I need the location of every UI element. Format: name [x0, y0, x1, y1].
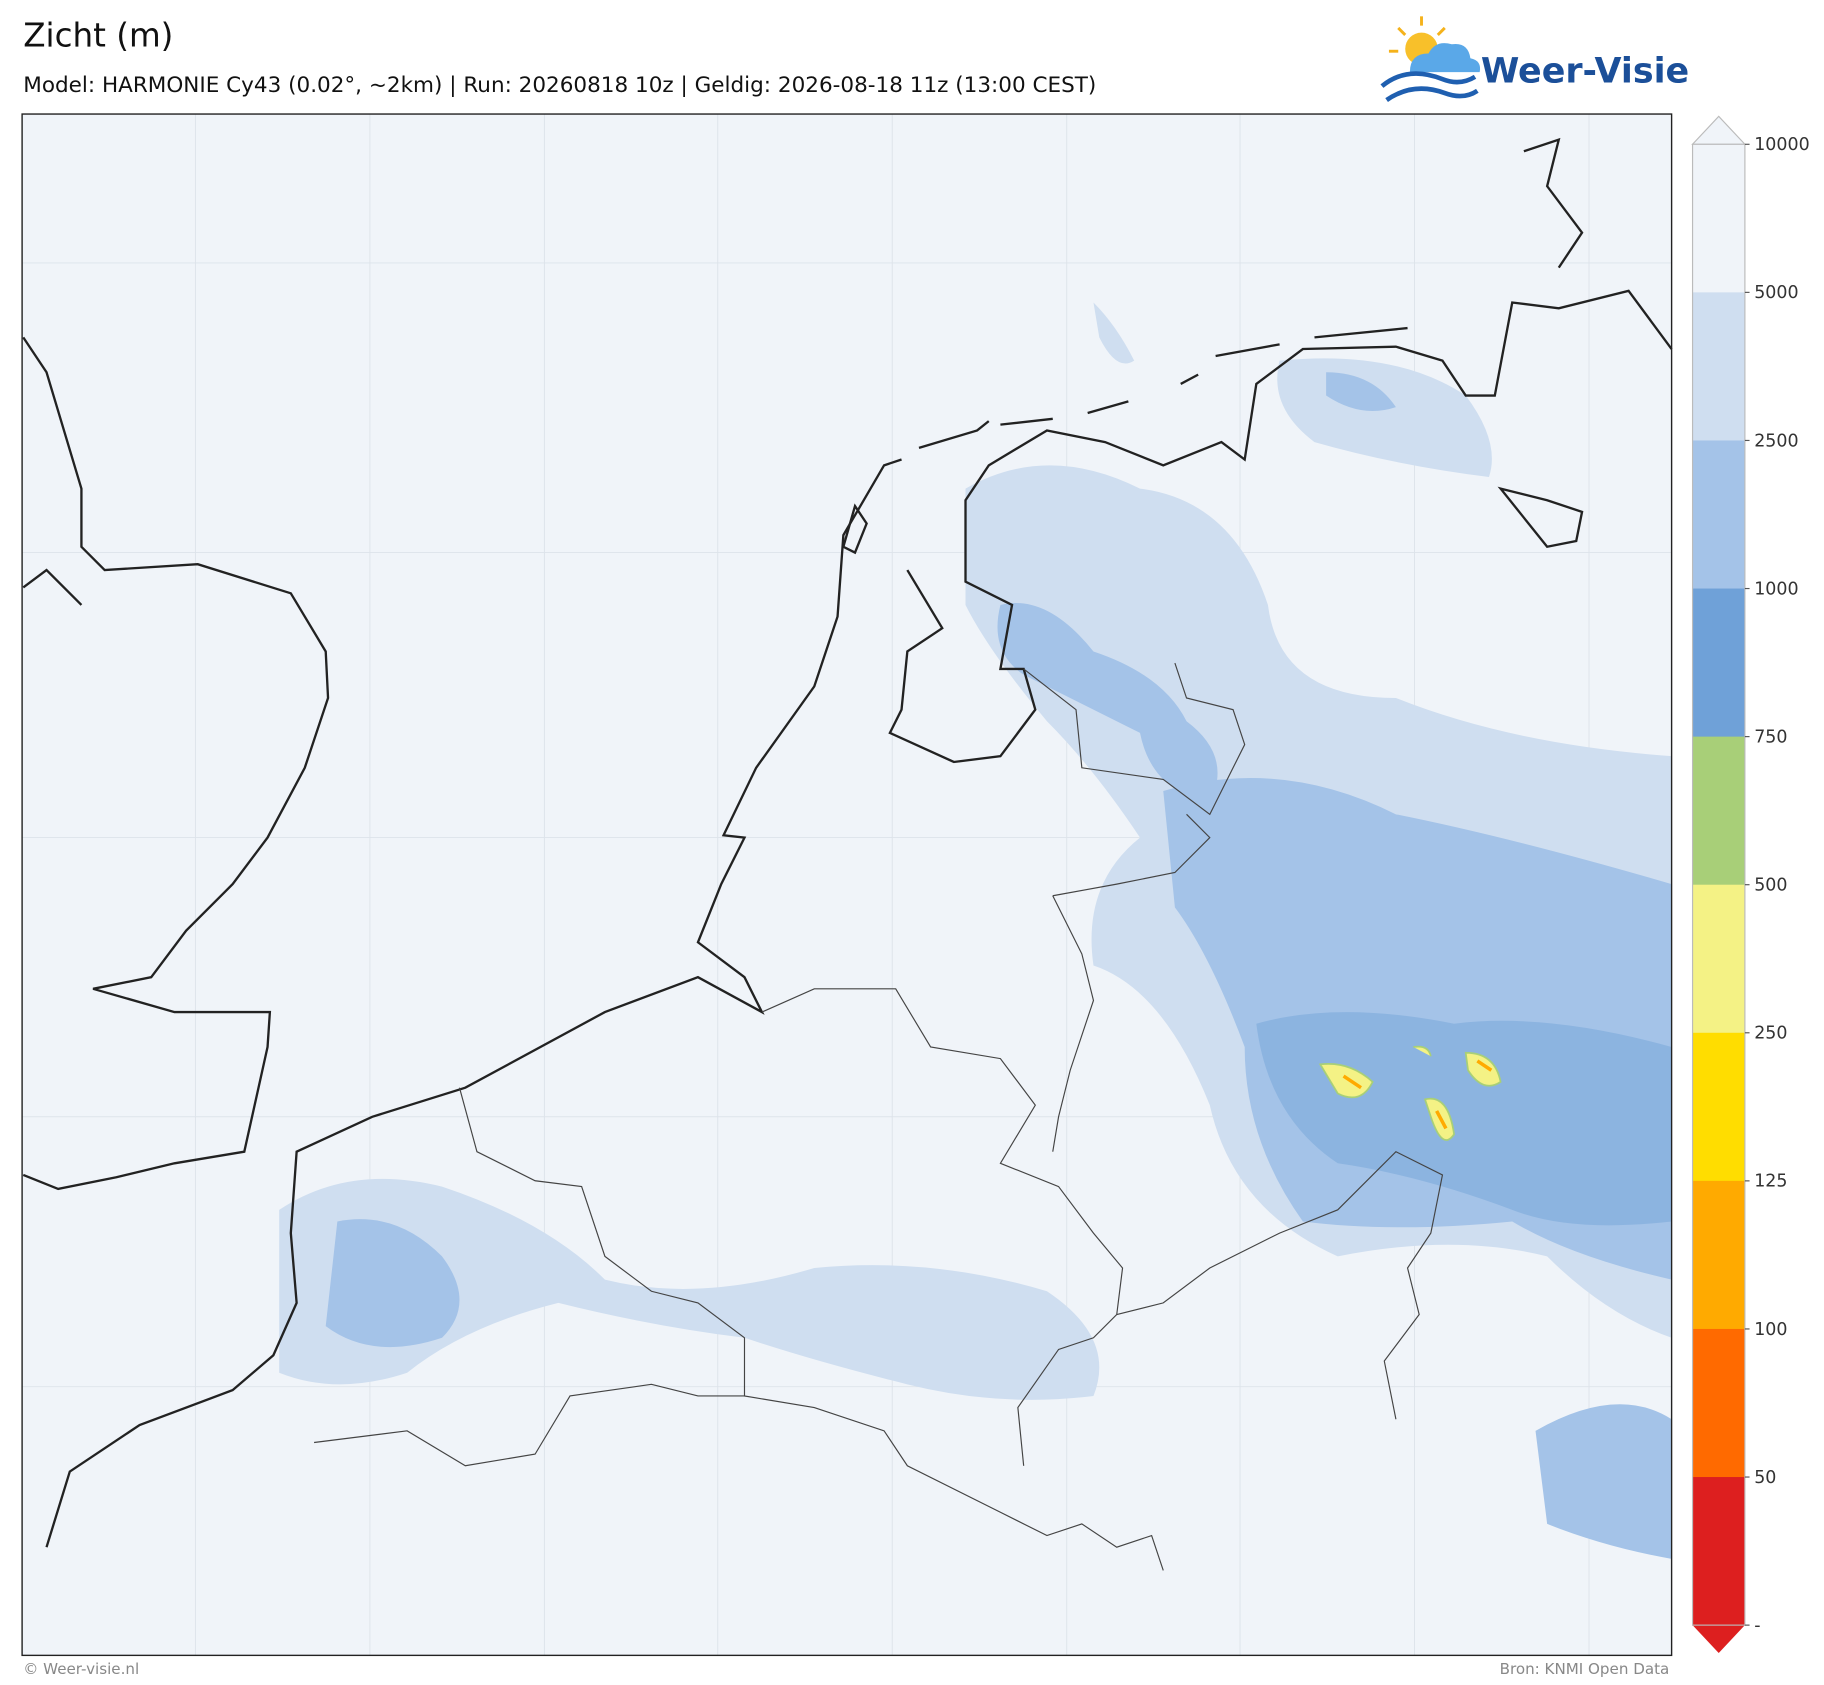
- colorbar-tick-label: 750: [1754, 727, 1787, 747]
- logo-text: Weer-Visie: [1481, 52, 1689, 92]
- colorbar-segment: [1692, 1477, 1745, 1626]
- colorbar-tick-label: -: [1754, 1616, 1760, 1636]
- colorbar: 10000 5000 2500 1000 750 500 250 125 100 50 -: [1691, 115, 1810, 1654]
- colorbar-tick-label: 500: [1754, 876, 1787, 896]
- colorbar-tick-label: 250: [1754, 1024, 1787, 1044]
- colorbar-arrow-top: [1691, 115, 1747, 145]
- visibility-field: [279, 302, 1672, 1559]
- colorbar-segment: [1692, 292, 1745, 442]
- title: Zicht (m): [23, 17, 173, 55]
- colorbar-segment: [1692, 884, 1745, 1034]
- colorbar-segment: [1692, 1180, 1745, 1330]
- colorbar-tick-label: 100: [1754, 1320, 1787, 1340]
- colorbar-tick-label: 125: [1754, 1172, 1787, 1192]
- logo-wave: [1380, 71, 1479, 103]
- borders: [314, 662, 1444, 1571]
- colorbar-tick-label: 50: [1754, 1468, 1776, 1488]
- colorbar-segment: [1692, 736, 1745, 886]
- colorbar-segment: [1692, 588, 1745, 738]
- logo-cloud: [1409, 43, 1481, 73]
- colorbar-tick-label: 10000: [1754, 135, 1809, 155]
- subtitle: Model: HARMONIE Cy43 (0.02°, ~2km) | Run…: [23, 73, 1096, 98]
- footer-left: © Weer-visie.nl: [23, 1660, 139, 1678]
- colorbar-segment: [1692, 1328, 1745, 1478]
- colorbar-tick-label: 1000: [1754, 579, 1798, 599]
- colorbar-segment: [1692, 144, 1745, 293]
- colorbar-segment: [1692, 1032, 1745, 1182]
- map: [21, 113, 1673, 1657]
- colorbar-segment: [1692, 440, 1745, 590]
- colorbar-tick-label: 5000: [1754, 283, 1798, 303]
- logo: Weer-Visie: [1380, 16, 1689, 103]
- colorbar-arrow-bottom: [1692, 1625, 1745, 1654]
- colorbar-tick-label: 2500: [1754, 431, 1798, 451]
- coastlines: [22, 137, 1673, 1548]
- map-frame: [21, 113, 1673, 1657]
- footer-right: Bron: KNMI Open Data: [1500, 1660, 1670, 1678]
